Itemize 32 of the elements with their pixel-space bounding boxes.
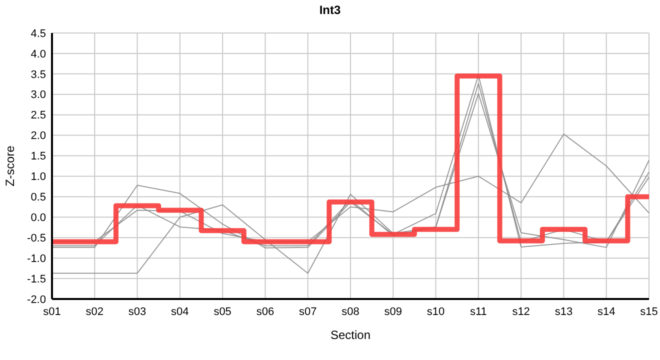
y-tick-label: 0.0 bbox=[30, 212, 46, 224]
y-tick-label: 2.0 bbox=[30, 130, 46, 142]
x-tick-label: s04 bbox=[171, 306, 189, 318]
y-tick-label: -2.0 bbox=[27, 294, 46, 306]
y-tick-label: -0.5 bbox=[27, 232, 46, 244]
x-tick-label: s03 bbox=[128, 306, 146, 318]
y-tick-label: -1.5 bbox=[27, 273, 46, 286]
y-tick-label: -1.0 bbox=[27, 252, 46, 265]
y-tick-label: 1.0 bbox=[30, 171, 46, 184]
y-tick-label: 1.5 bbox=[30, 150, 46, 163]
x-tick-label: s05 bbox=[214, 306, 232, 318]
x-tick-label: s15 bbox=[640, 306, 658, 318]
y-tick-label: 2.5 bbox=[30, 110, 46, 122]
x-tick-label: s12 bbox=[512, 306, 530, 318]
x-tick-label: s06 bbox=[256, 306, 274, 318]
y-axis-title: Z-score bbox=[3, 145, 17, 186]
y-tick-label: 3.5 bbox=[30, 68, 46, 81]
x-tick-label: s02 bbox=[86, 306, 104, 318]
x-tick-label: s11 bbox=[470, 306, 487, 318]
x-axis-title: Section bbox=[330, 328, 371, 342]
x-tick-label: s10 bbox=[426, 306, 445, 318]
chart-title: Int3 bbox=[319, 3, 341, 17]
x-tick-label: s09 bbox=[384, 306, 402, 318]
y-tick-label: 4.5 bbox=[30, 28, 46, 40]
x-tick-label: s13 bbox=[554, 306, 573, 318]
x-tick-label: s08 bbox=[342, 306, 360, 318]
y-tick-label: 3.0 bbox=[30, 89, 46, 102]
y-tick-label: 4.0 bbox=[30, 48, 46, 60]
x-tick-label: s07 bbox=[298, 306, 317, 318]
y-tick-label: 0.5 bbox=[30, 192, 46, 204]
x-tick-label: s14 bbox=[597, 306, 616, 318]
x-tick-label: s01 bbox=[43, 306, 61, 318]
